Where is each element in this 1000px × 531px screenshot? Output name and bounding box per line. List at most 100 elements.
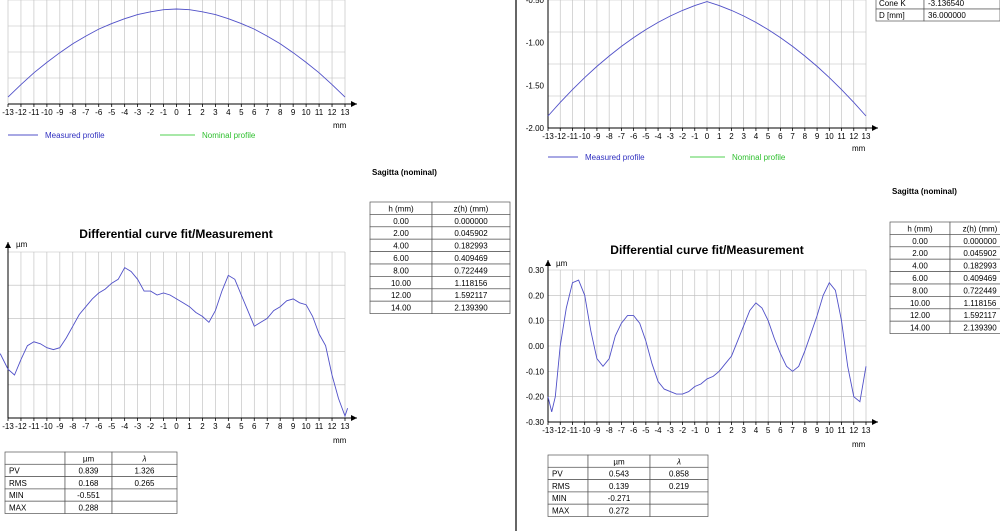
- x-tick-label: 9: [815, 426, 820, 435]
- table-cell: [4, 451, 66, 465]
- x-tick-label: 0: [705, 426, 710, 435]
- table-cell-text: 0.543: [609, 470, 630, 479]
- right-info-table: Cone K -3.136540 D [mm] 36.000000: [875, 0, 1000, 22]
- x-tick-label: 8: [278, 108, 283, 117]
- x-tick-label: -1: [691, 426, 699, 435]
- table-cell: [547, 454, 589, 468]
- x-tick-label: -10: [41, 108, 53, 117]
- table-cell-text: 0.722449: [963, 286, 997, 295]
- table-cell-text: h (mm): [388, 204, 414, 213]
- table-cell-text: 1.326: [134, 467, 155, 476]
- series-line: [0, 266, 349, 418]
- x-tick-label: -7: [618, 132, 626, 141]
- table-cell-text: MIN: [552, 494, 567, 503]
- y-tick-label: 0.30: [528, 266, 544, 275]
- right-diff-title: Differential curve fit/Measurement: [610, 243, 803, 257]
- table-cell-text: 1.592117: [964, 311, 997, 320]
- table-cell-text: 0.182993: [454, 242, 488, 251]
- left-diff-y-unit: µm: [16, 240, 28, 249]
- table-cell-text: 1.118156: [964, 299, 997, 308]
- y-tick-label: 0.00: [528, 342, 544, 351]
- x-tick-label: -8: [606, 132, 614, 141]
- x-tick-label: 9: [815, 132, 820, 141]
- x-tick-label: -1: [160, 108, 168, 117]
- x-axis-arrow: [872, 125, 878, 131]
- table-cell: [431, 300, 511, 314]
- x-tick-label: -4: [655, 132, 663, 141]
- x-tick-label: 4: [226, 422, 231, 431]
- x-tick-label: 12: [849, 132, 858, 141]
- table-cell-text: 14.00: [910, 324, 931, 333]
- x-tick-label: -3: [667, 132, 675, 141]
- table-cell-text: MAX: [9, 504, 27, 513]
- x-tick-label: 10: [302, 108, 311, 117]
- table-cell-text: 0.045902: [454, 229, 488, 238]
- right-sagitta-table: h (mm) z(h) (mm) 0.00 0.000000 2.00 0.045902 4…: [889, 221, 1000, 334]
- x-tick-label: -12: [15, 422, 27, 431]
- x-tick-label: 3: [741, 132, 746, 141]
- x-tick-label: -11: [28, 422, 40, 431]
- x-tick-label: -4: [121, 108, 129, 117]
- x-tick-label: 6: [778, 132, 783, 141]
- table-cell-text: -0.271: [608, 494, 631, 503]
- table-cell-text: 0.722449: [454, 266, 488, 275]
- table-cell-text: µm: [83, 454, 95, 463]
- x-tick-label: -5: [642, 426, 650, 435]
- y-tick-label: -0.30: [526, 418, 545, 427]
- x-tick-label: 0: [174, 422, 179, 431]
- x-tick-label: 5: [766, 132, 771, 141]
- x-tick-label: 7: [790, 132, 795, 141]
- x-tick-label: 1: [717, 426, 722, 435]
- table-cell: [111, 488, 178, 502]
- y-axis-arrow: [545, 260, 551, 266]
- table-cell-text: PV: [9, 467, 20, 476]
- x-tick-label: -2: [147, 422, 155, 431]
- x-tick-label: -11: [567, 132, 579, 141]
- table-cell-text: 1.118156: [455, 279, 488, 288]
- y-tick-label: -0.10: [526, 367, 545, 376]
- x-tick-label: -2: [679, 132, 687, 141]
- right-profile-chart: -13 -12 -11 -10 -9 -8 -7 -6 -5 -4 -3 -2 -1 0 1 2 3 4 5 6 7 8 9…: [526, 0, 878, 141]
- x-tick-label: -10: [579, 132, 591, 141]
- x-tick-label: -13: [542, 132, 554, 141]
- right-diff-y-unit: µm: [556, 259, 568, 268]
- table-cell-text: 0.272: [609, 507, 630, 516]
- table-cell-text: 0.00: [912, 237, 928, 246]
- table-cell-text: h (mm): [907, 224, 933, 233]
- x-tick-label: 13: [862, 426, 871, 435]
- x-tick-label: 8: [803, 132, 808, 141]
- x-tick-label: 6: [252, 422, 257, 431]
- x-tick-label: 11: [315, 108, 324, 117]
- right-profile-x-unit: mm: [852, 144, 866, 153]
- x-tick-label: -11: [567, 426, 579, 435]
- x-tick-label: 3: [741, 426, 746, 435]
- y-tick-label: -2.00: [526, 124, 545, 133]
- x-tick-label: 0: [705, 132, 710, 141]
- x-tick-label: 8: [278, 422, 283, 431]
- x-tick-label: -1: [691, 132, 699, 141]
- x-tick-label: -7: [82, 422, 90, 431]
- info-value: 36.000000: [928, 11, 966, 20]
- x-tick-label: 2: [729, 426, 734, 435]
- y-tick-label: 0.10: [528, 317, 544, 326]
- table-cell-text: 2.139390: [454, 304, 488, 313]
- x-tick-label: -5: [108, 422, 116, 431]
- x-tick-label: -2: [147, 108, 155, 117]
- info-value: -3.136540: [928, 0, 965, 8]
- x-tick-label: -6: [95, 108, 103, 117]
- table-cell-text: 0.409469: [963, 274, 997, 283]
- right-legend-nominal-label: Nominal profile: [732, 153, 786, 162]
- y-tick-label: -1.00: [526, 39, 545, 48]
- x-tick-label: 13: [341, 108, 350, 117]
- y-axis-arrow: [5, 242, 11, 248]
- y-tick-label: -0.50: [526, 0, 545, 5]
- x-tick-label: 11: [837, 132, 846, 141]
- right-legend-measured-label: Measured profile: [585, 153, 645, 162]
- table-cell-text: 10.00: [910, 299, 931, 308]
- right-sagitta-title: Sagitta (nominal): [892, 187, 957, 196]
- x-tick-label: -8: [606, 426, 614, 435]
- left-sagitta-title: Sagitta (nominal): [372, 168, 437, 177]
- right-diff-x-unit: mm: [852, 440, 866, 449]
- x-tick-label: 5: [239, 108, 244, 117]
